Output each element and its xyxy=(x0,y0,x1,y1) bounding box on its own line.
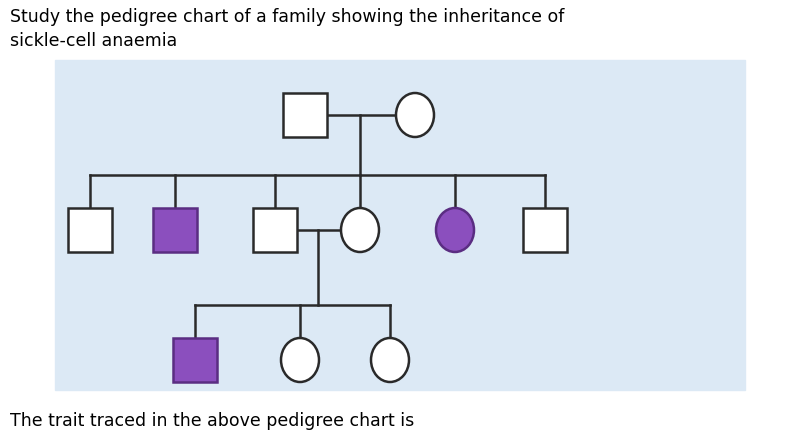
Ellipse shape xyxy=(436,208,474,252)
Ellipse shape xyxy=(396,93,434,137)
Bar xyxy=(173,338,217,382)
Bar xyxy=(253,208,297,252)
Ellipse shape xyxy=(281,338,319,382)
Text: The trait traced in the above pedigree chart is: The trait traced in the above pedigree c… xyxy=(10,412,414,430)
Bar xyxy=(68,208,112,252)
Bar xyxy=(523,208,567,252)
Bar xyxy=(283,93,327,137)
Ellipse shape xyxy=(371,338,409,382)
Text: Study the pedigree chart of a family showing the inheritance of
sickle-cell anae: Study the pedigree chart of a family sho… xyxy=(10,8,564,49)
Bar xyxy=(55,60,745,390)
Ellipse shape xyxy=(341,208,379,252)
Bar xyxy=(153,208,197,252)
